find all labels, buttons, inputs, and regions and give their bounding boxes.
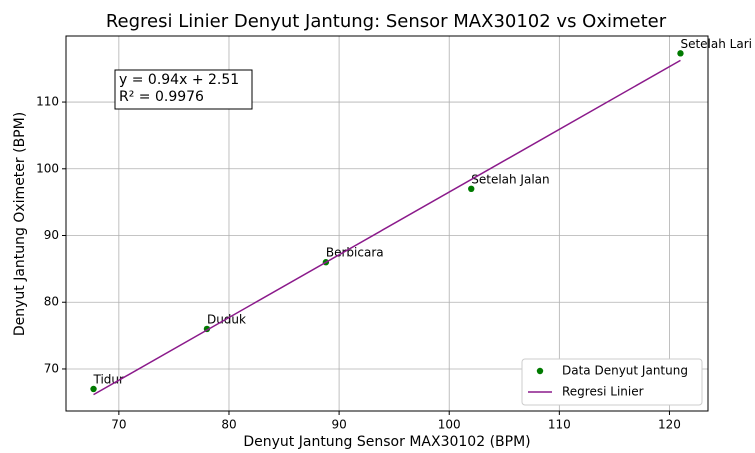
x-axis-label: Denyut Jantung Sensor MAX30102 (BPM) [243, 434, 530, 450]
point-label: Tidur [93, 372, 125, 386]
legend-label: Data Denyut Jantung [562, 364, 688, 378]
point-label: Setelah Lari [680, 37, 752, 51]
annotation: R² = 0.9976 [119, 89, 204, 105]
data-point [90, 385, 97, 393]
y-tick-label: 80 [44, 295, 59, 309]
annotation-box [114, 69, 253, 110]
x-tick-label: 100 [438, 418, 461, 432]
y-tick-label: 90 [44, 228, 59, 242]
y-tick-label: 70 [44, 361, 59, 375]
legend-label: Regresi Linier [562, 385, 644, 399]
x-tick-label: 110 [548, 418, 571, 432]
legend-box [521, 358, 703, 406]
regression-line [93, 59, 681, 396]
data-point [468, 185, 475, 193]
data-point [677, 50, 684, 57]
legend-marker [536, 367, 544, 375]
y-tick-label: 100 [36, 161, 59, 175]
x-tick-label: 70 [111, 418, 126, 432]
x-tick-label: 80 [221, 418, 236, 432]
plot-frame [65, 35, 709, 412]
chart-title: Regresi Linier Denyut Jantung: Sensor MA… [106, 11, 667, 32]
y-tick-label: 110 [36, 95, 59, 109]
x-tick-label: 120 [658, 418, 681, 432]
point-label: Setelah Jalan [471, 172, 549, 186]
point-label: Berbicara [326, 246, 384, 260]
annotation: y = 0.94x + 2.51 [119, 72, 239, 88]
x-tick-label: 90 [331, 418, 346, 432]
y-axis-label: Denyut Jantung Oximeter (BPM) [12, 112, 28, 336]
